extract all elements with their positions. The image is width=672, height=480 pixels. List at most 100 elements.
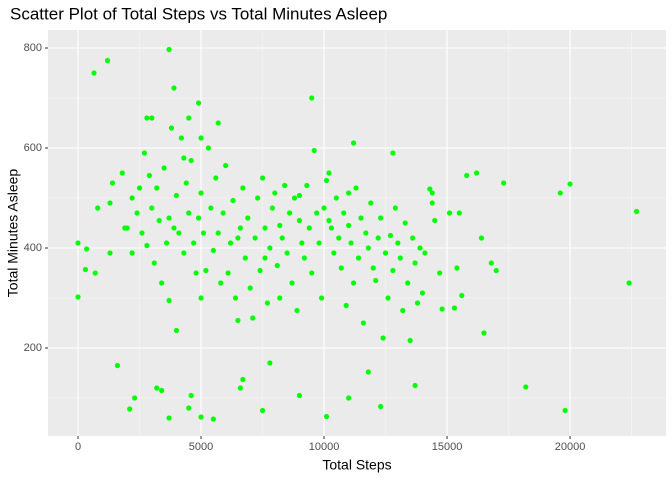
point bbox=[459, 292, 465, 299]
point bbox=[82, 266, 88, 273]
y-tick-label: 400 bbox=[24, 242, 42, 254]
point bbox=[368, 200, 374, 206]
point bbox=[159, 280, 165, 286]
point bbox=[107, 250, 113, 256]
point bbox=[166, 46, 172, 53]
point bbox=[119, 170, 125, 176]
point bbox=[134, 210, 140, 216]
point bbox=[336, 235, 342, 241]
point bbox=[215, 120, 221, 126]
point bbox=[178, 135, 184, 141]
point bbox=[493, 267, 499, 274]
point bbox=[390, 267, 396, 274]
point bbox=[321, 205, 327, 211]
x-tick-label: 10000 bbox=[309, 441, 340, 453]
point bbox=[124, 225, 130, 231]
point bbox=[240, 185, 246, 191]
point bbox=[358, 215, 364, 221]
point bbox=[451, 305, 458, 311]
point bbox=[422, 250, 428, 256]
point bbox=[195, 215, 202, 221]
point bbox=[328, 225, 335, 231]
point bbox=[346, 222, 352, 229]
point bbox=[392, 205, 398, 211]
point bbox=[198, 414, 204, 420]
point bbox=[75, 240, 81, 246]
x-axis-title: Total Steps bbox=[322, 457, 391, 473]
point bbox=[346, 395, 352, 401]
point bbox=[429, 200, 435, 206]
panel bbox=[48, 30, 666, 436]
y-tick-label: 200 bbox=[24, 342, 42, 354]
point bbox=[159, 387, 165, 394]
point bbox=[326, 170, 332, 176]
point bbox=[373, 277, 379, 284]
point bbox=[343, 302, 349, 309]
point bbox=[412, 382, 418, 389]
point bbox=[314, 210, 320, 216]
point bbox=[562, 407, 568, 414]
point bbox=[309, 270, 315, 276]
point bbox=[304, 182, 310, 189]
point bbox=[274, 262, 280, 269]
point bbox=[151, 260, 157, 266]
point bbox=[306, 225, 312, 231]
point bbox=[235, 317, 241, 324]
point bbox=[203, 267, 209, 274]
point bbox=[405, 280, 411, 286]
point bbox=[323, 413, 330, 420]
point bbox=[402, 220, 408, 226]
x-tick-label: 5000 bbox=[189, 441, 213, 453]
point bbox=[488, 260, 494, 266]
point bbox=[237, 225, 243, 231]
point bbox=[291, 195, 298, 201]
point bbox=[166, 215, 172, 221]
point bbox=[410, 235, 416, 241]
point bbox=[200, 230, 207, 236]
point bbox=[626, 280, 632, 286]
point bbox=[235, 235, 241, 241]
point bbox=[378, 403, 384, 410]
y-tick-label: 600 bbox=[24, 142, 42, 154]
point bbox=[195, 100, 202, 106]
point bbox=[311, 147, 317, 154]
point bbox=[296, 192, 303, 199]
point bbox=[188, 392, 194, 399]
point bbox=[166, 415, 172, 421]
point bbox=[279, 235, 285, 241]
point bbox=[176, 230, 182, 236]
x-tick-label: 20000 bbox=[555, 441, 586, 453]
point bbox=[382, 250, 389, 256]
y-tick-label: 800 bbox=[24, 42, 42, 54]
point bbox=[267, 360, 273, 366]
point bbox=[318, 295, 325, 301]
point bbox=[414, 300, 421, 306]
point bbox=[296, 392, 303, 399]
point bbox=[198, 190, 204, 196]
point bbox=[141, 150, 148, 156]
point bbox=[277, 295, 283, 301]
chart-title: Scatter Plot of Total Steps vs Total Min… bbox=[10, 4, 387, 23]
point bbox=[213, 175, 219, 181]
point bbox=[316, 240, 322, 246]
point bbox=[429, 190, 435, 196]
point bbox=[363, 230, 369, 236]
point bbox=[365, 369, 371, 375]
point bbox=[95, 205, 101, 211]
point bbox=[114, 362, 120, 369]
point bbox=[91, 70, 97, 76]
point bbox=[567, 181, 573, 187]
point bbox=[193, 270, 199, 276]
point bbox=[464, 172, 470, 179]
point bbox=[360, 320, 366, 326]
point bbox=[355, 255, 362, 261]
point bbox=[400, 307, 406, 314]
point bbox=[215, 230, 221, 236]
point bbox=[171, 85, 177, 91]
point bbox=[136, 185, 143, 191]
point bbox=[284, 250, 290, 256]
point bbox=[129, 250, 135, 256]
point bbox=[92, 270, 98, 276]
point bbox=[301, 255, 307, 261]
point bbox=[171, 225, 177, 231]
